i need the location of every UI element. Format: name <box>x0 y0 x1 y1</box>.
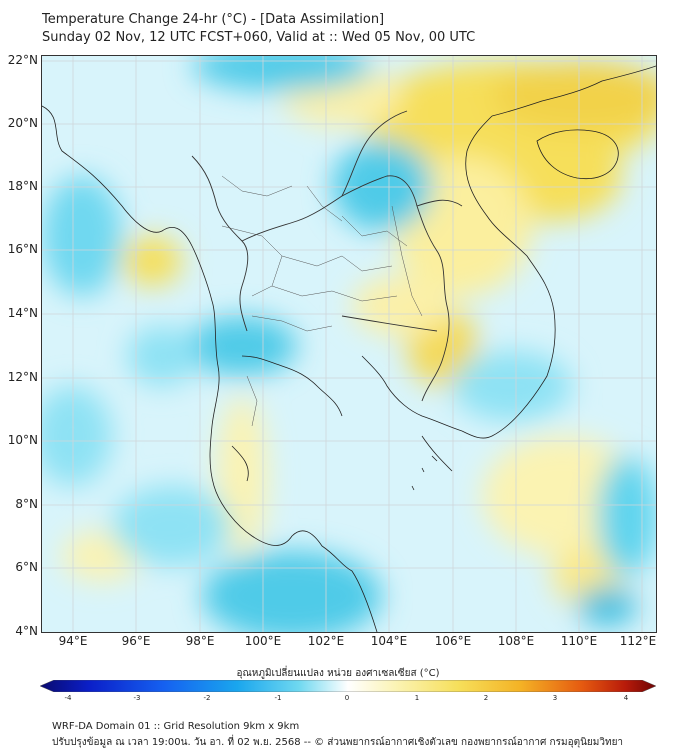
map-title: Temperature Change 24-hr (°C) - [Data As… <box>42 12 385 27</box>
lat-label-20n: 20°N <box>7 116 38 130</box>
colorbar-title: อุณหภูมิเปลี่ยนแปลง หน่วย องศาเซลเซียส (… <box>236 668 440 679</box>
colorbar-tick: 4 <box>623 694 629 702</box>
lat-label-6n: 6°N <box>15 560 38 574</box>
colorbar-tick: -3 <box>133 694 141 702</box>
country-borders <box>191 110 463 402</box>
colorbar-tick: 0 <box>344 694 350 702</box>
lon-label-106e: 106°E <box>434 634 472 648</box>
lon-label-110e: 110°E <box>560 634 598 648</box>
lon-label-102e: 102°E <box>307 634 345 648</box>
lat-label-4n: 4°N <box>15 624 38 638</box>
lon-label-112e: 112°E <box>619 634 657 648</box>
lon-label-100e: 100°E <box>244 634 282 648</box>
graticule <box>42 56 656 632</box>
colorbar-tick: 3 <box>552 694 558 702</box>
lon-label-96e: 96°E <box>121 634 151 648</box>
footer-credit: ปรับปรุงข้อมูล ณ เวลา 19:00น. วัน อา. ที… <box>52 737 624 748</box>
lat-label-14n: 14°N <box>7 306 38 320</box>
lat-label-18n: 18°N <box>7 179 38 193</box>
lat-label-10n: 10°N <box>7 433 38 447</box>
colorbar-tick: 2 <box>483 694 489 702</box>
lat-label-16n: 16°N <box>7 242 38 256</box>
lat-label-22n: 22°N <box>7 53 38 67</box>
temperature-change-map <box>41 55 657 633</box>
coastlines <box>42 65 656 632</box>
footer-resolution: WRF-DA Domain 01 :: Grid Resolution 9km … <box>52 721 300 732</box>
colorbar-tick: 1 <box>414 694 420 702</box>
colorbar-gradient <box>40 680 656 692</box>
map-canvas <box>42 56 656 632</box>
colorbar-tick: -2 <box>203 694 211 702</box>
province-borders <box>221 175 423 427</box>
lon-label-98e: 98°E <box>185 634 215 648</box>
map-subtitle: Sunday 02 Nov, 12 UTC FCST+060, Valid at… <box>42 30 476 45</box>
lat-label-12n: 12°N <box>7 370 38 384</box>
colorbar-tick: -4 <box>64 694 72 702</box>
lon-label-108e: 108°E <box>497 634 535 648</box>
lon-label-104e: 104°E <box>370 634 408 648</box>
colorbar <box>40 680 656 692</box>
lon-label-94e: 94°E <box>58 634 88 648</box>
colorbar-tick: -1 <box>274 694 282 702</box>
temperature-field <box>42 56 656 632</box>
lat-label-8n: 8°N <box>15 497 38 511</box>
